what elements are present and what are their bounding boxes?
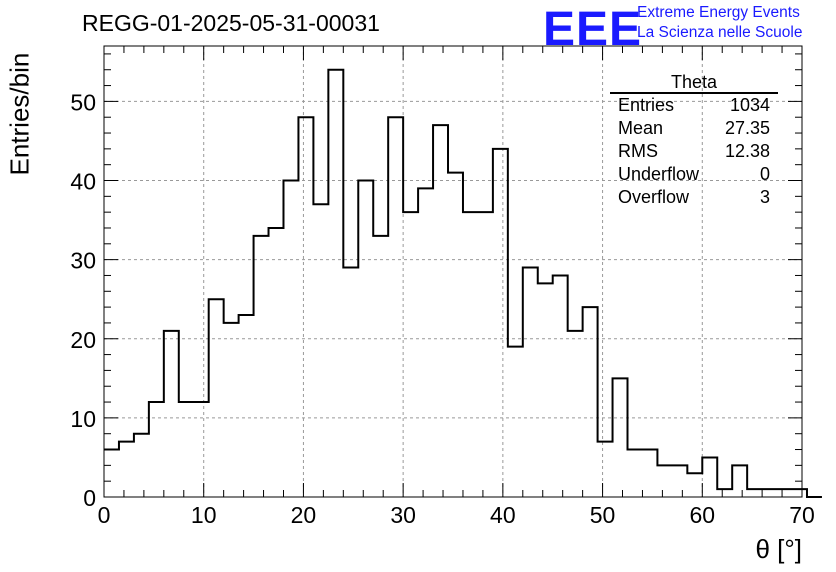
histogram-line (104, 68, 822, 498)
stats-box: Theta Entries 1034 Mean 27.35 RMS 12.38 Und… (610, 72, 778, 209)
stats-label: Overflow (618, 187, 690, 207)
stats-label: RMS (618, 141, 658, 161)
chart-title: REGG-01-2025-05-31-00031 (82, 10, 380, 36)
y-tick-label: 0 (83, 485, 96, 511)
y-tick-label: 30 (70, 248, 96, 274)
y-tick-label: 50 (70, 89, 96, 115)
stats-value: 27.35 (724, 118, 770, 138)
stats-row: Entries 1034 (610, 94, 778, 117)
stats-label: Entries (618, 95, 675, 115)
stats-row: Underflow 0 (610, 163, 778, 186)
stats-label: Underflow (618, 164, 700, 184)
x-tick-label: 10 (191, 502, 217, 528)
y-tick-label: 10 (70, 406, 96, 432)
stats-row: Mean 27.35 (610, 117, 778, 140)
x-tick-label: 40 (490, 502, 516, 528)
logo-line-1: Extreme Energy Events (637, 4, 800, 21)
y-axis-label: Entries/bin (4, 52, 35, 176)
stats-label: Mean (618, 118, 664, 138)
stats-value: 3 (759, 187, 770, 207)
x-tick-label: 30 (390, 502, 416, 528)
y-tick-label: 40 (70, 169, 96, 195)
x-axis-label: θ [°] (755, 534, 802, 564)
y-tick-label: 20 (70, 327, 96, 353)
stats-value: 12.38 (724, 141, 770, 161)
stats-row: Overflow 3 (610, 186, 778, 209)
stats-title: Theta (610, 72, 778, 94)
x-tick-label: 60 (689, 502, 715, 528)
x-tick-label: 20 (291, 502, 317, 528)
stats-row: RMS 12.38 (610, 140, 778, 163)
x-tick-label: 0 (98, 502, 111, 528)
x-tick-label: 50 (590, 502, 616, 528)
x-tick-label: 70 (789, 502, 815, 528)
plot-frame (103, 45, 803, 498)
stats-value: 0 (759, 164, 770, 184)
eee-logo: EEE (543, 3, 643, 56)
logo-line-2: La Scienza nelle Scuole (637, 24, 803, 41)
stats-value: 1034 (729, 95, 770, 115)
